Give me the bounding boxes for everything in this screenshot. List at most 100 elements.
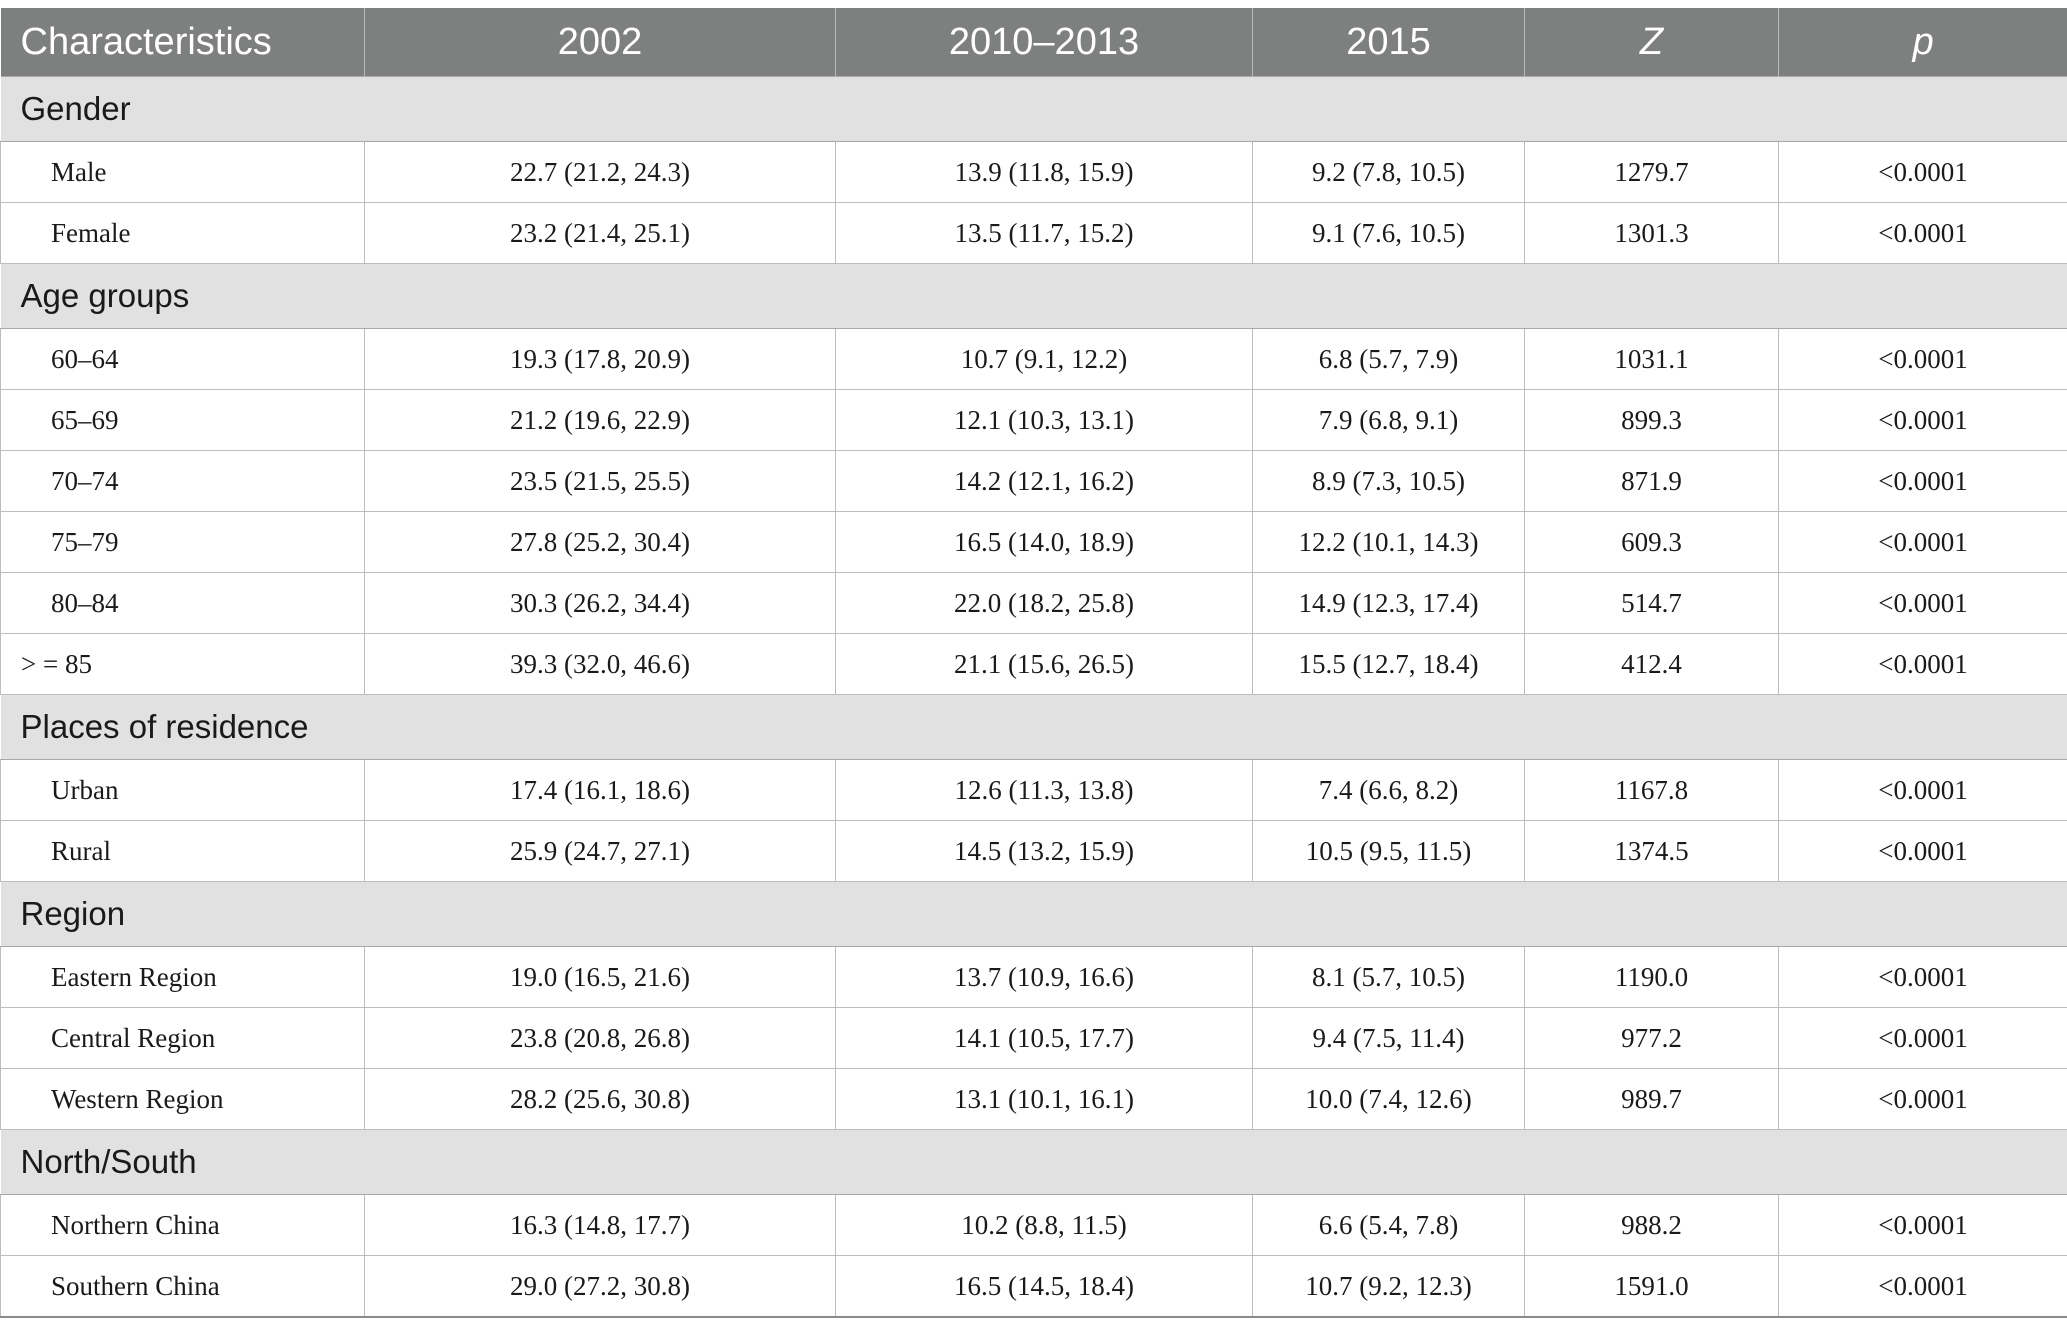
table-row: Rural 25.9 (24.7, 27.1) 14.5 (13.2, 15.9) 1…: [0, 820, 2067, 882]
table-row: Central Region 23.8 (20.8, 26.8) 14.1 (10.…: [0, 1007, 2067, 1069]
cell-z: 609.3: [1524, 511, 1779, 573]
table-row: Female 23.2 (21.4, 25.1) 13.5 (11.7, 15.2)…: [0, 202, 2067, 264]
cell-z: 412.4: [1524, 633, 1779, 695]
cell-2002: 21.2 (19.6, 22.9): [364, 389, 836, 451]
cell-2010-2013: 13.9 (11.8, 15.9): [835, 141, 1253, 203]
header-characteristics: Characteristics: [0, 8, 365, 77]
table-row: Northern China 16.3 (14.8, 17.7) 10.2 (8.8…: [0, 1194, 2067, 1256]
cell-2015: 7.4 (6.6, 8.2): [1252, 759, 1525, 821]
cell-p: <0.0001: [1778, 511, 2067, 573]
table-row: Southern China 29.0 (27.2, 30.8) 16.5 (14.…: [0, 1255, 2067, 1318]
cell-z: 514.7: [1524, 572, 1779, 634]
section-row: North/South: [0, 1129, 2067, 1195]
cell-p: <0.0001: [1778, 633, 2067, 695]
cell-2010-2013: 12.1 (10.3, 13.1): [835, 389, 1253, 451]
cell-z: 1374.5: [1524, 820, 1779, 882]
row-label: Northern China: [0, 1194, 365, 1256]
section-row: Places of residence: [0, 694, 2067, 760]
section-title: Gender: [0, 76, 2067, 142]
cell-2002: 39.3 (32.0, 46.6): [364, 633, 836, 695]
cell-2002: 17.4 (16.1, 18.6): [364, 759, 836, 821]
cell-2010-2013: 12.6 (11.3, 13.8): [835, 759, 1253, 821]
table-row: 60–64 19.3 (17.8, 20.9) 10.7 (9.1, 12.2) 6.…: [0, 328, 2067, 390]
table-row: Male 22.7 (21.2, 24.3) 13.9 (11.8, 15.9) 9.…: [0, 141, 2067, 203]
cell-p: <0.0001: [1778, 1007, 2067, 1069]
cell-z: 1301.3: [1524, 202, 1779, 264]
header-p: p: [1778, 8, 2067, 77]
cell-2015: 8.1 (5.7, 10.5): [1252, 946, 1525, 1008]
cell-2015: 6.6 (5.4, 7.8): [1252, 1194, 1525, 1256]
header-2002: 2002: [364, 8, 836, 77]
cell-z: 1190.0: [1524, 946, 1779, 1008]
cell-2002: 22.7 (21.2, 24.3): [364, 141, 836, 203]
table-row: Western Region 28.2 (25.6, 30.8) 13.1 (10.…: [0, 1068, 2067, 1130]
cell-2010-2013: 22.0 (18.2, 25.8): [835, 572, 1253, 634]
cell-2010-2013: 13.1 (10.1, 16.1): [835, 1068, 1253, 1130]
row-label: Eastern Region: [0, 946, 365, 1008]
cell-2010-2013: 13.5 (11.7, 15.2): [835, 202, 1253, 264]
cell-2002: 23.8 (20.8, 26.8): [364, 1007, 836, 1069]
cell-2010-2013: 16.5 (14.0, 18.9): [835, 511, 1253, 573]
cell-p: <0.0001: [1778, 450, 2067, 512]
row-label: 70–74: [0, 450, 365, 512]
cell-2002: 27.8 (25.2, 30.4): [364, 511, 836, 573]
section-title: Region: [0, 881, 2067, 947]
cell-z: 1031.1: [1524, 328, 1779, 390]
cell-p: <0.0001: [1778, 759, 2067, 821]
table-row: > = 85 39.3 (32.0, 46.6) 21.1 (15.6, 26.5)…: [0, 633, 2067, 695]
cell-2015: 10.0 (7.4, 12.6): [1252, 1068, 1525, 1130]
cell-p: <0.0001: [1778, 141, 2067, 203]
row-label: Urban: [0, 759, 365, 821]
section-row: Age groups: [0, 263, 2067, 329]
cell-z: 1167.8: [1524, 759, 1779, 821]
table-row: Eastern Region 19.0 (16.5, 21.6) 13.7 (10.…: [0, 946, 2067, 1008]
row-label: Western Region: [0, 1068, 365, 1130]
table-row: 75–79 27.8 (25.2, 30.4) 16.5 (14.0, 18.9) 1…: [0, 511, 2067, 573]
table-row: Urban 17.4 (16.1, 18.6) 12.6 (11.3, 13.8) 7…: [0, 759, 2067, 821]
cell-2010-2013: 13.7 (10.9, 16.6): [835, 946, 1253, 1008]
table-row: 70–74 23.5 (21.5, 25.5) 14.2 (12.1, 16.2) 8…: [0, 450, 2067, 512]
cell-2002: 23.5 (21.5, 25.5): [364, 450, 836, 512]
cell-2010-2013: 14.5 (13.2, 15.9): [835, 820, 1253, 882]
header-2010-2013: 2010–2013: [835, 8, 1253, 77]
section-title: North/South: [0, 1129, 2067, 1195]
header-z: Z: [1524, 8, 1779, 77]
cell-p: <0.0001: [1778, 202, 2067, 264]
prevalence-table-container: Characteristics 2002 2010–2013 2015 Z p …: [0, 8, 2067, 1318]
table-header: Characteristics 2002 2010–2013 2015 Z p: [0, 8, 2067, 77]
cell-p: <0.0001: [1778, 572, 2067, 634]
row-label: 75–79: [0, 511, 365, 573]
cell-2015: 9.4 (7.5, 11.4): [1252, 1007, 1525, 1069]
cell-2015: 10.5 (9.5, 11.5): [1252, 820, 1525, 882]
section-title: Age groups: [0, 263, 2067, 329]
cell-2010-2013: 16.5 (14.5, 18.4): [835, 1255, 1253, 1318]
cell-p: <0.0001: [1778, 1068, 2067, 1130]
cell-2002: 28.2 (25.6, 30.8): [364, 1068, 836, 1130]
row-label: > = 85: [0, 633, 365, 695]
cell-p: <0.0001: [1778, 820, 2067, 882]
row-label: Rural: [0, 820, 365, 882]
cell-2010-2013: 14.1 (10.5, 17.7): [835, 1007, 1253, 1069]
row-label: 65–69: [0, 389, 365, 451]
cell-2002: 16.3 (14.8, 17.7): [364, 1194, 836, 1256]
table-body: Gender Male 22.7 (21.2, 24.3) 13.9 (11.8, 1…: [0, 76, 2067, 1318]
row-label: 60–64: [0, 328, 365, 390]
table-row: 65–69 21.2 (19.6, 22.9) 12.1 (10.3, 13.1) 7…: [0, 389, 2067, 451]
cell-2002: 30.3 (26.2, 34.4): [364, 572, 836, 634]
cell-2002: 25.9 (24.7, 27.1): [364, 820, 836, 882]
cell-2015: 7.9 (6.8, 9.1): [1252, 389, 1525, 451]
cell-z: 989.7: [1524, 1068, 1779, 1130]
header-row: Characteristics 2002 2010–2013 2015 Z p: [0, 8, 2067, 77]
cell-2010-2013: 14.2 (12.1, 16.2): [835, 450, 1253, 512]
cell-2015: 14.9 (12.3, 17.4): [1252, 572, 1525, 634]
section-row: Region: [0, 881, 2067, 947]
cell-z: 1591.0: [1524, 1255, 1779, 1318]
cell-2015: 15.5 (12.7, 18.4): [1252, 633, 1525, 695]
section-title: Places of residence: [0, 694, 2067, 760]
cell-2015: 9.1 (7.6, 10.5): [1252, 202, 1525, 264]
cell-2015: 10.7 (9.2, 12.3): [1252, 1255, 1525, 1318]
cell-p: <0.0001: [1778, 1194, 2067, 1256]
section-row: Gender: [0, 76, 2067, 142]
row-label: Female: [0, 202, 365, 264]
row-label: Male: [0, 141, 365, 203]
